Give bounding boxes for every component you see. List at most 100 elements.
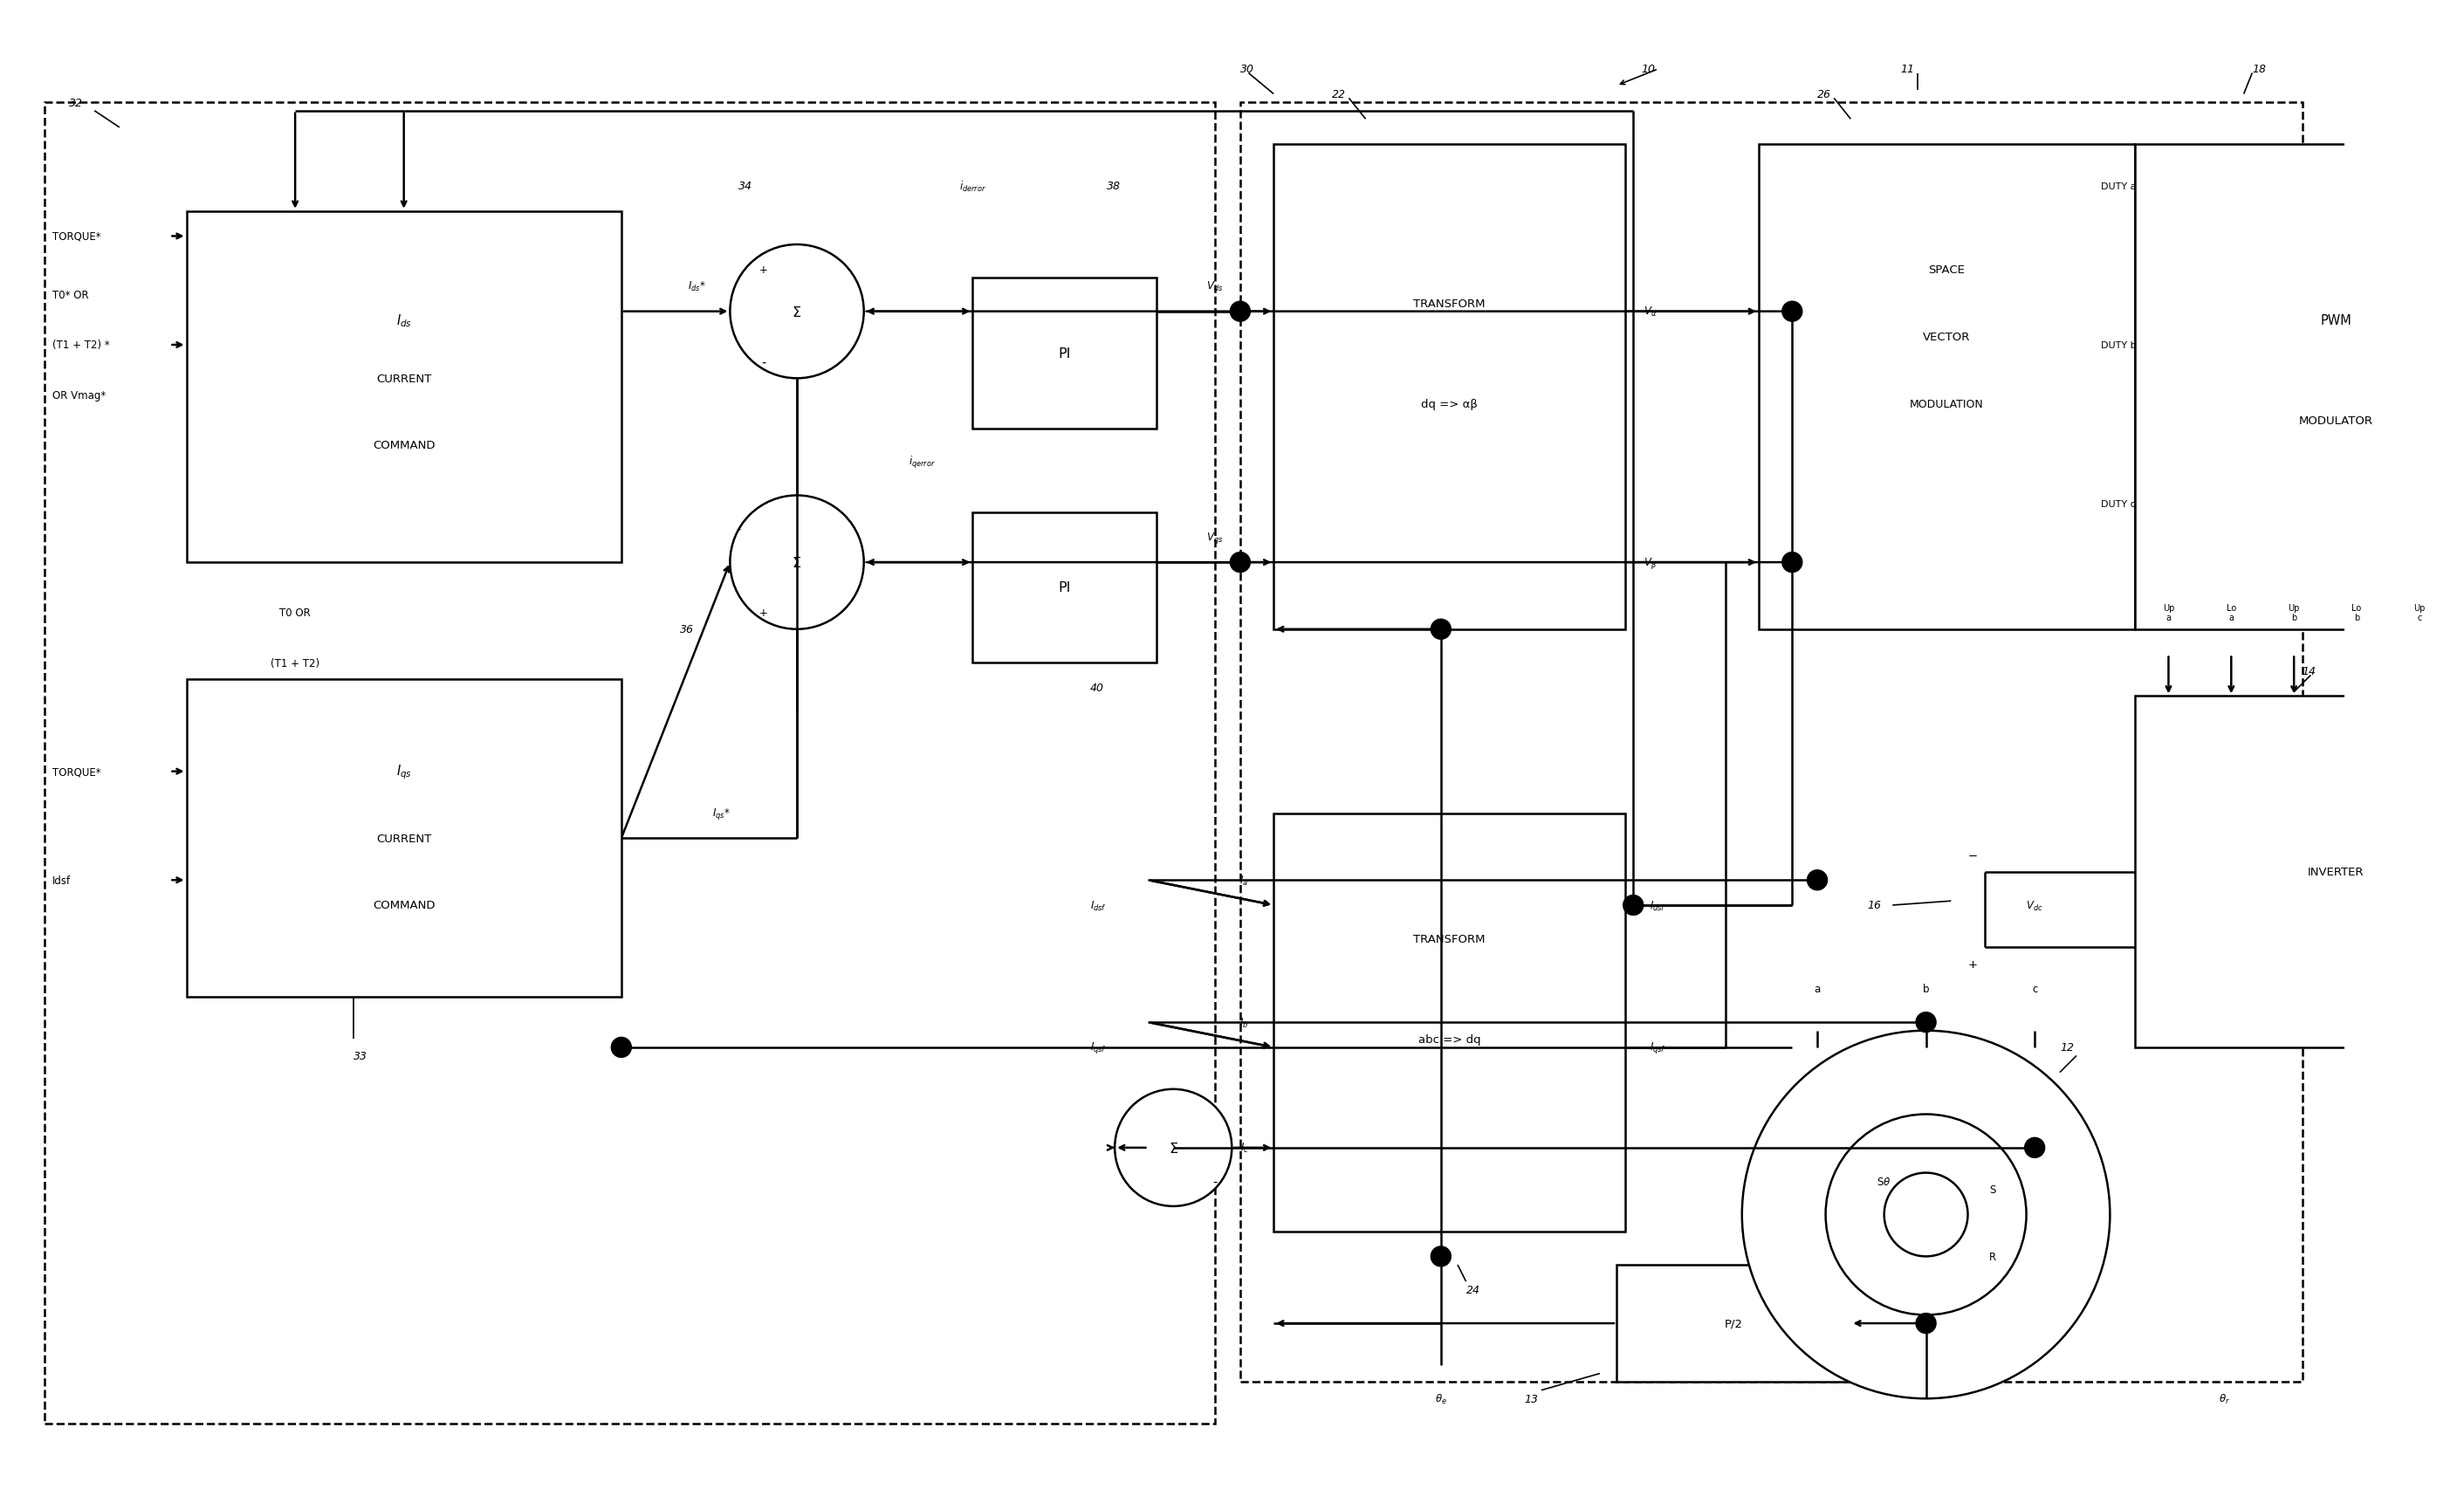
Text: SPACE: SPACE bbox=[1929, 264, 1966, 276]
Text: $-$: $-$ bbox=[1969, 850, 1979, 861]
Text: a: a bbox=[1814, 983, 1821, 995]
Circle shape bbox=[729, 495, 865, 630]
Bar bbox=[1759, 145, 2134, 630]
Circle shape bbox=[1624, 895, 1643, 915]
Text: 34: 34 bbox=[739, 181, 752, 192]
Text: DUTY b: DUTY b bbox=[2102, 341, 2136, 350]
Text: Up
c: Up c bbox=[2415, 604, 2425, 622]
Text: T0* OR: T0* OR bbox=[52, 290, 89, 300]
Bar bbox=[973, 278, 1156, 429]
Text: 26: 26 bbox=[1818, 89, 1831, 100]
Text: TRANSFORM: TRANSFORM bbox=[1414, 297, 1486, 310]
Bar bbox=[187, 680, 621, 998]
Text: VECTOR: VECTOR bbox=[1922, 331, 1971, 343]
Text: $i_{derror}$: $i_{derror}$ bbox=[958, 180, 986, 193]
Text: OR Vmag*: OR Vmag* bbox=[52, 390, 106, 402]
Text: $V_{dc}$: $V_{dc}$ bbox=[2025, 898, 2043, 912]
Bar bbox=[1616, 1265, 1850, 1382]
Text: CURRENT: CURRENT bbox=[377, 373, 431, 385]
Text: S$\theta$: S$\theta$ bbox=[1878, 1176, 1892, 1187]
Text: $i_{qerror}$: $i_{qerror}$ bbox=[909, 455, 936, 470]
Circle shape bbox=[1806, 870, 1828, 891]
Circle shape bbox=[1781, 302, 1801, 322]
Text: S: S bbox=[1988, 1184, 1996, 1196]
Circle shape bbox=[1230, 553, 1249, 572]
Text: $I_{qsf}$: $I_{qsf}$ bbox=[1089, 1040, 1106, 1055]
Text: -: - bbox=[737, 522, 742, 536]
Text: 30: 30 bbox=[1239, 63, 1254, 76]
Text: 33: 33 bbox=[355, 1051, 367, 1062]
Text: DUTY c: DUTY c bbox=[2102, 500, 2136, 509]
Bar bbox=[44, 103, 1215, 1424]
Text: COMMAND: COMMAND bbox=[372, 900, 436, 911]
Text: 18: 18 bbox=[2252, 63, 2267, 76]
Circle shape bbox=[1230, 302, 1249, 322]
Text: 24: 24 bbox=[1466, 1285, 1481, 1296]
Text: 10: 10 bbox=[1641, 63, 1656, 76]
Text: TRANSFORM: TRANSFORM bbox=[1414, 933, 1486, 945]
Bar bbox=[2134, 696, 2464, 1048]
Text: 32: 32 bbox=[69, 97, 84, 109]
Text: MODULATION: MODULATION bbox=[1910, 399, 1984, 409]
Circle shape bbox=[1781, 553, 1801, 572]
Text: $V_{qs}$: $V_{qs}$ bbox=[1207, 530, 1225, 545]
Text: INVERTER: INVERTER bbox=[2309, 867, 2363, 877]
Text: CURRENT: CURRENT bbox=[377, 834, 431, 844]
Circle shape bbox=[2025, 1139, 2045, 1158]
Text: $I_{ds}$*: $I_{ds}$* bbox=[687, 281, 705, 293]
Text: $I_b$: $I_b$ bbox=[1239, 1016, 1249, 1028]
Text: 12: 12 bbox=[2060, 1042, 2075, 1052]
Text: +: + bbox=[759, 264, 769, 276]
Text: $+$: $+$ bbox=[1969, 959, 1979, 969]
Text: Lo
b: Lo b bbox=[2351, 604, 2361, 622]
Text: dq => αβ: dq => αβ bbox=[1422, 399, 1478, 409]
Circle shape bbox=[1917, 1012, 1937, 1033]
Text: TORQUE*: TORQUE* bbox=[52, 231, 101, 243]
Text: PWM: PWM bbox=[2321, 314, 2351, 326]
Text: +: + bbox=[759, 607, 769, 619]
Circle shape bbox=[729, 245, 865, 379]
Text: $I_{qs}$*: $I_{qs}$* bbox=[712, 806, 732, 821]
Text: $\theta_e$: $\theta_e$ bbox=[1434, 1392, 1446, 1406]
Text: T0 OR: T0 OR bbox=[278, 607, 310, 619]
Text: MODULATOR: MODULATOR bbox=[2299, 415, 2373, 426]
Bar bbox=[1274, 145, 1624, 630]
Text: $V_{ds}$: $V_{ds}$ bbox=[1207, 281, 1225, 293]
Text: Idsf: Idsf bbox=[52, 874, 71, 886]
Text: $I_{ds}$: $I_{ds}$ bbox=[397, 313, 411, 329]
Text: b: b bbox=[1922, 983, 1929, 995]
Text: 16: 16 bbox=[1868, 900, 1882, 911]
Circle shape bbox=[1432, 619, 1451, 640]
Text: PI: PI bbox=[1057, 347, 1072, 361]
Text: 11: 11 bbox=[1900, 63, 1915, 76]
Text: $I_c$: $I_c$ bbox=[1239, 1142, 1249, 1155]
Text: $\Sigma$: $\Sigma$ bbox=[791, 556, 801, 569]
Circle shape bbox=[1885, 1173, 1969, 1256]
Bar bbox=[973, 512, 1156, 663]
Text: $\Sigma$: $\Sigma$ bbox=[1168, 1142, 1178, 1155]
Bar bbox=[1239, 103, 2301, 1382]
Text: $I_{qsf}$: $I_{qsf}$ bbox=[1651, 1040, 1666, 1055]
Text: PI: PI bbox=[1057, 581, 1072, 595]
Bar bbox=[2134, 145, 2464, 630]
Text: c: c bbox=[2033, 983, 2038, 995]
Bar bbox=[187, 211, 621, 563]
Bar bbox=[1274, 814, 1624, 1232]
Text: $V_{\alpha}$: $V_{\alpha}$ bbox=[1643, 305, 1656, 319]
Text: COMMAND: COMMAND bbox=[372, 439, 436, 451]
Text: 36: 36 bbox=[680, 624, 695, 636]
Circle shape bbox=[611, 1037, 631, 1057]
Circle shape bbox=[1742, 1031, 2109, 1398]
Circle shape bbox=[1114, 1089, 1232, 1206]
Text: DUTY a: DUTY a bbox=[2102, 183, 2136, 190]
Text: 40: 40 bbox=[1089, 683, 1104, 693]
Circle shape bbox=[1432, 1246, 1451, 1267]
Text: P/2: P/2 bbox=[1725, 1318, 1742, 1329]
Text: $I_a$: $I_a$ bbox=[1239, 874, 1249, 886]
Circle shape bbox=[1826, 1114, 2025, 1315]
Text: $I_{dsf}$: $I_{dsf}$ bbox=[1089, 898, 1106, 912]
Text: (T1 + T2): (T1 + T2) bbox=[271, 657, 320, 669]
Text: Up
a: Up a bbox=[2163, 604, 2173, 622]
Text: $V_{\beta}$: $V_{\beta}$ bbox=[1643, 556, 1656, 571]
Text: $I_{dsf}$: $I_{dsf}$ bbox=[1651, 898, 1666, 912]
